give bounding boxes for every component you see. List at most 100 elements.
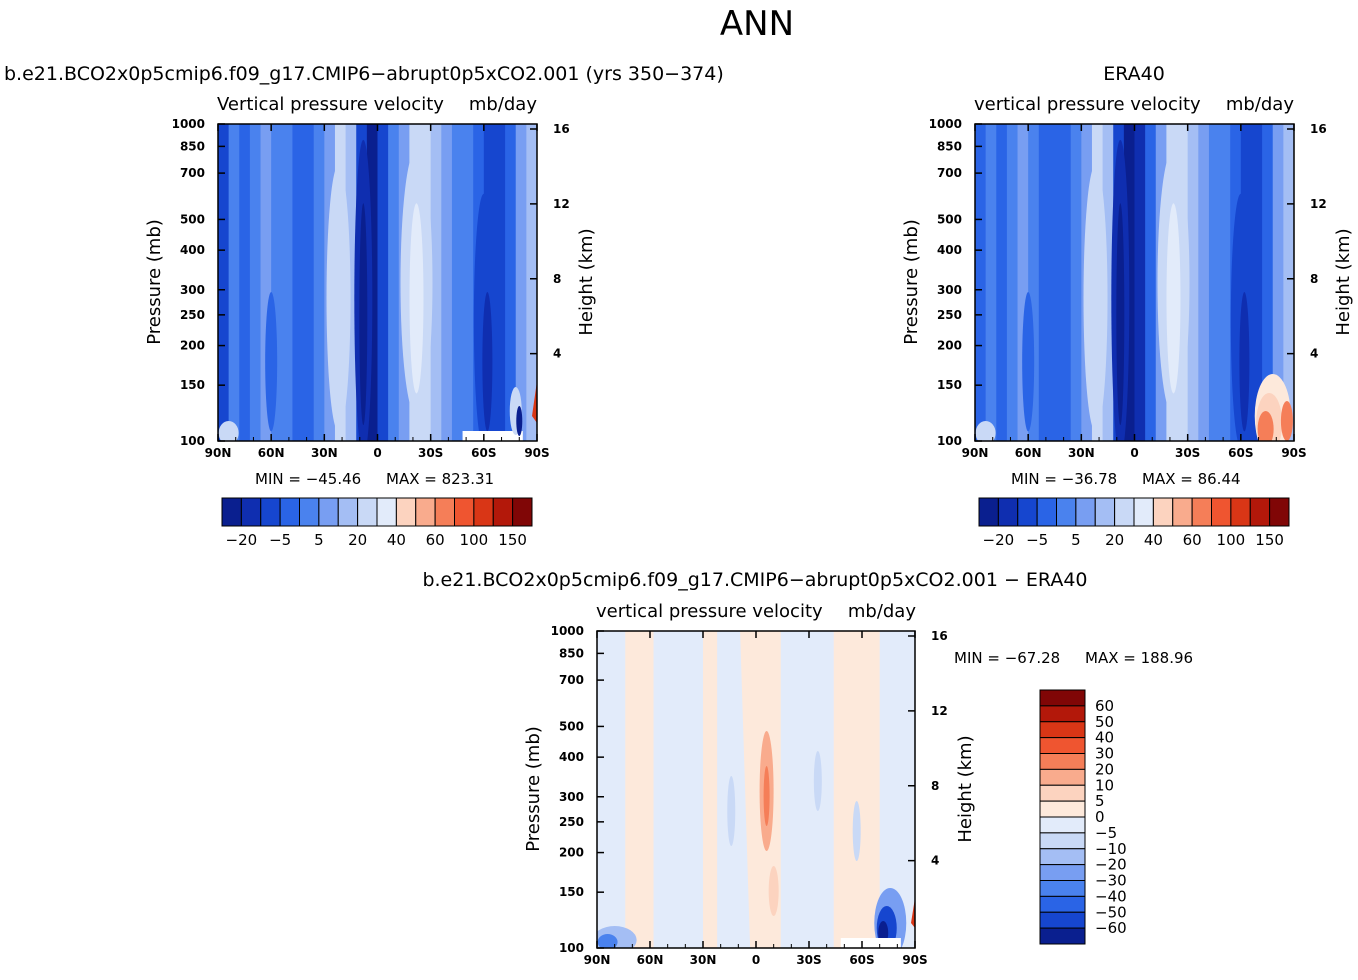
x-tick-label: 90N: [584, 953, 611, 967]
contour-band: [840, 631, 880, 948]
colorbar-label: −20: [226, 531, 258, 549]
colorbar-box: [1056, 497, 1077, 527]
colorbar-label: 20: [348, 531, 367, 549]
y-tick-label: 200: [559, 846, 584, 860]
y-tick-label: 400: [937, 243, 962, 257]
colorbar-box: [260, 497, 281, 527]
x-tick-label: 0: [752, 953, 760, 967]
units-label: mb/day: [1226, 94, 1294, 115]
height-tick-label: 12: [1310, 197, 1327, 211]
colorbar-label: 150: [1255, 531, 1284, 549]
y-tick-label: 500: [559, 719, 584, 733]
colorbar-label: −5: [1026, 531, 1048, 549]
panel-model: b.e21.BCO2x0p5cmip6.f09_g17.CMIP6−abrupt…: [4, 63, 724, 549]
max-label: MAX = 823.31: [386, 470, 494, 488]
colorbar-label: −30: [1095, 872, 1127, 890]
contour-band: [1123, 124, 1135, 441]
missing-region: [462, 431, 523, 441]
contour-band: [494, 124, 506, 441]
y-tick-label: 500: [937, 212, 962, 226]
colorbar-label: 0: [1095, 808, 1105, 826]
colorbar-label: −20: [1095, 856, 1127, 874]
y-tick-label: 700: [180, 166, 205, 180]
contour-band: [218, 124, 230, 441]
colorbar-box: [1133, 497, 1154, 527]
x-tick-label: 60S: [849, 953, 874, 967]
colorbar-label: 100: [460, 531, 489, 549]
y-axis-right-label: Height (km): [1333, 228, 1354, 335]
y-tick-label: 700: [937, 166, 962, 180]
colorbar-box: [1017, 497, 1038, 527]
colorbar-label: 5: [314, 531, 324, 549]
variable-label: vertical pressure velocity: [596, 601, 823, 622]
contour-band: [1239, 292, 1250, 432]
contour-band: [1262, 124, 1274, 441]
contour-band: [703, 631, 718, 948]
colorbar-box: [1039, 816, 1086, 834]
y-tick-label: 1000: [172, 117, 205, 131]
y-tick-label: 1000: [551, 624, 584, 638]
x-tick-label: 0: [373, 446, 381, 460]
y-tick-label: 400: [180, 243, 205, 257]
x-tick-label: 30S: [796, 953, 821, 967]
colorbar-box: [1039, 784, 1086, 802]
contour-band: [377, 124, 389, 441]
contour-band: [727, 776, 736, 846]
contour-band: [1017, 124, 1029, 441]
colorbar-label: 40: [1144, 531, 1163, 549]
colorbar-box: [1039, 689, 1086, 707]
colorbar-label: −20: [983, 531, 1015, 549]
colorbar-box: [1039, 800, 1086, 818]
contour-band: [462, 124, 474, 441]
contour-band: [1116, 203, 1125, 426]
contour-band: [292, 124, 304, 441]
x-tick-label: 90N: [205, 446, 232, 460]
contour-band: [1102, 124, 1114, 441]
y-tick-label: 850: [937, 139, 962, 153]
y-tick-label: 300: [559, 790, 584, 804]
colorbar-label: −5: [269, 531, 291, 549]
colorbar-box: [978, 497, 999, 527]
y-tick-label: 100: [937, 434, 962, 448]
contour-field: [597, 631, 915, 948]
contour-band: [985, 124, 997, 441]
x-tick-label: 30S: [1175, 446, 1200, 460]
colorbar-box: [357, 497, 378, 527]
x-tick-label: 90N: [962, 446, 989, 460]
min-label: MIN = −67.28: [954, 649, 1060, 667]
colorbar-label: 40: [1095, 729, 1114, 747]
plot-area: 90N 60N 30N 0 30S 60S 90S 100 150 200 250 300 400 500…: [172, 117, 570, 460]
colorbar-label: 60: [426, 531, 445, 549]
y-tick-label: 150: [559, 885, 584, 899]
x-tick-label: 90S: [1281, 446, 1306, 460]
x-tick-label: 60N: [258, 446, 285, 460]
contour-band: [975, 124, 987, 441]
colorbar-box: [1039, 768, 1086, 786]
colorbar-box: [221, 497, 242, 527]
height-tick-label: 16: [931, 629, 948, 643]
contour-band: [218, 421, 239, 441]
contour-band: [526, 124, 537, 441]
contour-band: [763, 766, 770, 826]
contour-band: [1208, 124, 1221, 441]
height-tick-label: 4: [553, 347, 561, 361]
colorbar-box: [279, 497, 300, 527]
contour-band: [1070, 124, 1082, 441]
colorbar-box: [1039, 895, 1086, 913]
units-label: mb/day: [848, 601, 916, 622]
contour-field: [218, 124, 537, 441]
colorbar-label: −5: [1095, 824, 1117, 842]
contour-band: [1283, 124, 1294, 441]
y-tick-label: 150: [937, 378, 962, 392]
variable-label: Vertical pressure velocity: [217, 94, 444, 115]
contour-band: [441, 124, 453, 441]
colorbar-label: 5: [1071, 531, 1081, 549]
plot-area: 90N 60N 30N 0 30S 60S 90S 100 150 200 250 300 400 500…: [551, 624, 948, 967]
colorbar-box: [1075, 497, 1096, 527]
colorbar-label: 30: [1095, 745, 1114, 763]
contour-band: [409, 203, 424, 394]
contour-band: [359, 203, 368, 426]
contour-band: [313, 124, 325, 441]
colorbar-label: 10: [1095, 776, 1114, 794]
height-tick-label: 16: [553, 122, 570, 136]
